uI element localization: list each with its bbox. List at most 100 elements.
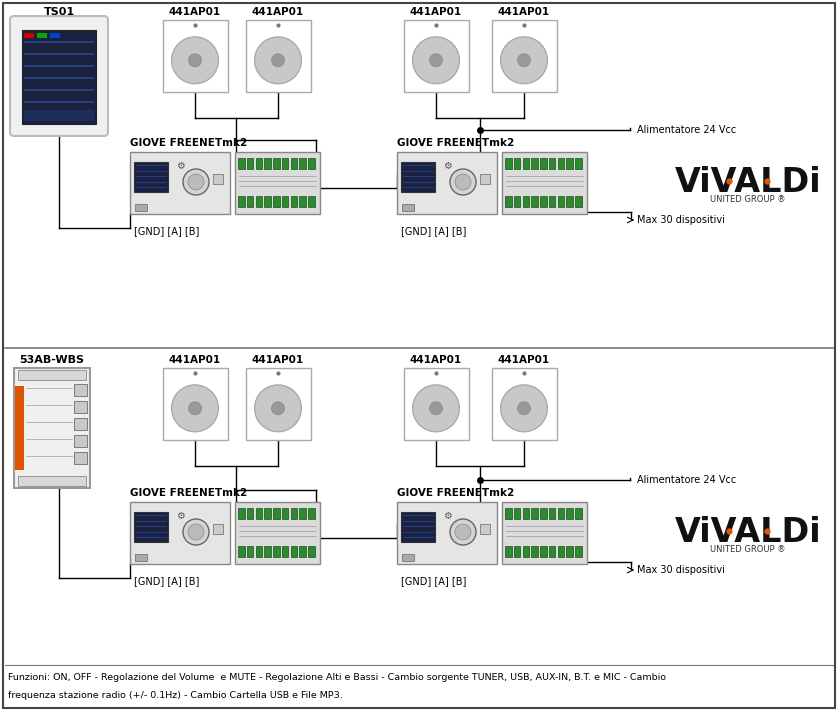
- Bar: [256, 508, 262, 519]
- Text: ⚙: ⚙: [443, 161, 452, 171]
- Bar: [404, 368, 468, 440]
- Circle shape: [272, 402, 284, 415]
- Text: [GND] [A] [B]: [GND] [A] [B]: [134, 576, 199, 586]
- Bar: [549, 158, 556, 169]
- Text: Max 30 dispositivi: Max 30 dispositivi: [637, 215, 725, 225]
- Bar: [505, 158, 511, 169]
- Bar: [575, 508, 582, 519]
- Bar: [264, 546, 271, 557]
- Circle shape: [172, 385, 219, 432]
- Text: UNITED GROUP ®: UNITED GROUP ®: [711, 196, 786, 205]
- Bar: [299, 196, 306, 207]
- Text: 53AB-WBS: 53AB-WBS: [19, 355, 85, 365]
- Circle shape: [183, 169, 209, 195]
- Bar: [15, 386, 24, 470]
- Text: Funzioni: ON, OFF - Regolazione del Volume  e MUTE - Regolazione Alti e Bassi - : Funzioni: ON, OFF - Regolazione del Volu…: [8, 673, 666, 683]
- Bar: [24, 110, 94, 121]
- Circle shape: [412, 37, 459, 84]
- Bar: [575, 158, 582, 169]
- Text: ⚙: ⚙: [443, 511, 452, 521]
- Circle shape: [518, 54, 530, 67]
- Bar: [575, 546, 582, 557]
- Bar: [235, 152, 320, 214]
- Bar: [402, 554, 414, 561]
- Circle shape: [450, 169, 476, 195]
- Text: 441AP01: 441AP01: [252, 7, 304, 17]
- Circle shape: [455, 524, 471, 540]
- Bar: [256, 196, 262, 207]
- Bar: [213, 174, 223, 184]
- Bar: [502, 502, 587, 564]
- FancyBboxPatch shape: [10, 16, 108, 136]
- Bar: [492, 368, 556, 440]
- Text: [GND] [A] [B]: [GND] [A] [B]: [401, 226, 467, 236]
- Bar: [291, 508, 297, 519]
- Bar: [502, 152, 587, 214]
- Bar: [505, 546, 511, 557]
- Bar: [566, 196, 573, 207]
- Text: frequenza stazione radio (+/- 0.1Hz) - Cambio Cartella USB e File MP3.: frequenza stazione radio (+/- 0.1Hz) - C…: [8, 690, 343, 700]
- Bar: [402, 204, 414, 211]
- Bar: [291, 196, 297, 207]
- Bar: [523, 508, 529, 519]
- Bar: [282, 158, 288, 169]
- Bar: [18, 370, 86, 380]
- Bar: [130, 502, 230, 564]
- Bar: [514, 546, 520, 557]
- Bar: [37, 33, 47, 38]
- Bar: [264, 508, 271, 519]
- Bar: [480, 174, 490, 184]
- Bar: [238, 546, 245, 557]
- Bar: [308, 508, 315, 519]
- Bar: [74, 384, 87, 396]
- Bar: [74, 452, 87, 464]
- Bar: [282, 196, 288, 207]
- Bar: [557, 196, 564, 207]
- Bar: [235, 502, 320, 564]
- Bar: [308, 158, 315, 169]
- Text: Max 30 dispositivi: Max 30 dispositivi: [637, 565, 725, 575]
- Bar: [291, 158, 297, 169]
- Bar: [401, 512, 435, 542]
- Bar: [22, 30, 96, 124]
- Bar: [163, 20, 227, 92]
- Bar: [273, 196, 280, 207]
- Text: 441AP01: 441AP01: [169, 355, 221, 365]
- Bar: [282, 546, 288, 557]
- Text: GIOVE FREENETmk2: GIOVE FREENETmk2: [130, 488, 247, 498]
- Text: 441AP01: 441AP01: [410, 355, 462, 365]
- Text: GIOVE FREENETmk2: GIOVE FREENETmk2: [397, 488, 515, 498]
- Bar: [531, 508, 538, 519]
- Bar: [397, 502, 497, 564]
- Bar: [163, 368, 227, 440]
- Bar: [238, 158, 245, 169]
- Bar: [282, 508, 288, 519]
- Bar: [299, 546, 306, 557]
- Bar: [523, 196, 529, 207]
- Bar: [566, 158, 573, 169]
- Bar: [480, 524, 490, 534]
- Bar: [549, 196, 556, 207]
- Circle shape: [188, 524, 204, 540]
- Circle shape: [430, 402, 442, 415]
- Bar: [557, 546, 564, 557]
- Bar: [213, 524, 223, 534]
- Bar: [135, 554, 147, 561]
- Text: ViVALDi: ViVALDi: [675, 515, 821, 548]
- Text: 441AP01: 441AP01: [498, 355, 550, 365]
- Circle shape: [272, 54, 284, 67]
- Bar: [291, 546, 297, 557]
- Bar: [541, 196, 546, 207]
- Bar: [514, 158, 520, 169]
- Bar: [401, 162, 435, 192]
- Bar: [514, 508, 520, 519]
- Bar: [246, 20, 311, 92]
- Text: 441AP01: 441AP01: [169, 7, 221, 17]
- Text: 441AP01: 441AP01: [252, 355, 304, 365]
- Bar: [14, 368, 90, 488]
- Bar: [541, 546, 546, 557]
- Text: ⚙: ⚙: [176, 511, 184, 521]
- Circle shape: [430, 54, 442, 67]
- Text: GIOVE FREENETmk2: GIOVE FREENETmk2: [130, 138, 247, 148]
- Bar: [246, 546, 253, 557]
